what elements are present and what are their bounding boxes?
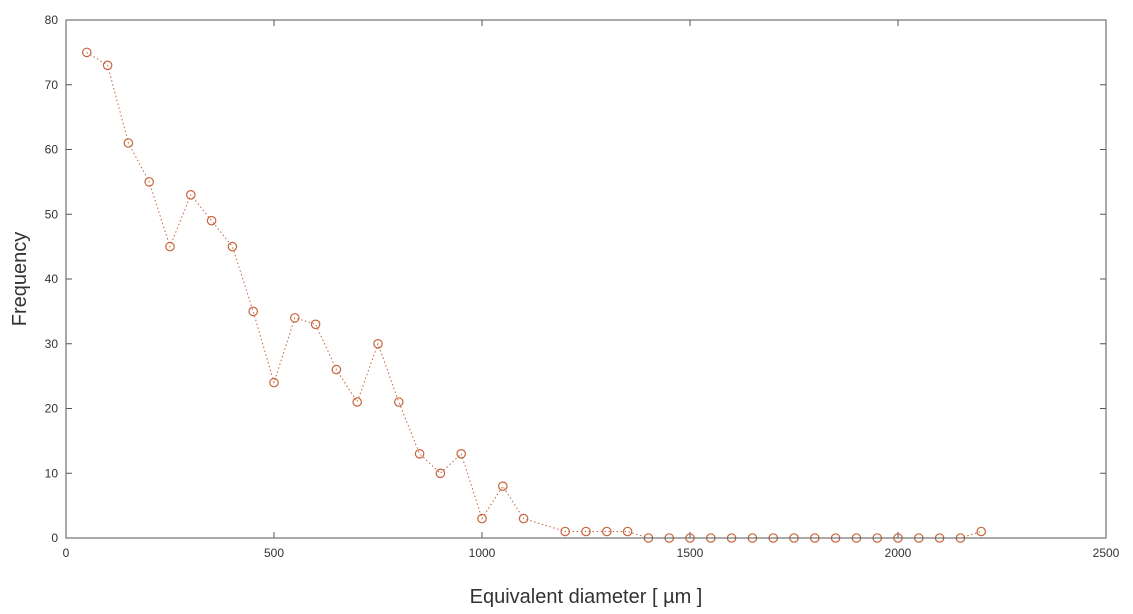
x-axis-title: Equivalent diameter [ µm ] (470, 586, 703, 608)
data-point (310, 319, 321, 330)
x-tick-label: 2500 (1093, 546, 1120, 560)
y-tick-label: 10 (45, 466, 59, 480)
ticks-layer: 0 500 1000 1500 2000 2500 0 10 20 30 40 50 60 70 80 (45, 13, 1120, 560)
data-point (560, 526, 570, 537)
data-point (186, 190, 196, 200)
data-point (269, 377, 279, 388)
plot-frame (65, 19, 1107, 539)
data-point (976, 526, 986, 537)
data-point (393, 397, 404, 407)
y-tick-label: 0 (51, 531, 58, 545)
data-point (518, 513, 529, 524)
y-tick-label: 60 (45, 143, 59, 157)
y-axis-title: Frequency (9, 232, 31, 327)
y-tick-label: 50 (45, 207, 59, 221)
data-point (123, 138, 134, 148)
data-point (227, 241, 238, 252)
data-point (622, 526, 633, 537)
x-tick-label: 1000 (469, 546, 496, 560)
data-point (601, 526, 612, 537)
data-point (456, 448, 466, 459)
x-tick-label: 500 (264, 546, 284, 560)
x-tick-label: 0 (63, 546, 70, 560)
data-point (331, 364, 342, 375)
data-point (206, 215, 217, 226)
y-tick-label: 70 (45, 78, 59, 92)
data-point (414, 448, 425, 459)
data-point (102, 60, 113, 71)
x-tick-label: 1500 (677, 546, 704, 560)
data-point (82, 47, 92, 58)
data-point (581, 526, 591, 537)
y-tick-label: 40 (45, 272, 59, 286)
data-point (497, 481, 508, 491)
data-point (289, 313, 300, 323)
data-point (165, 241, 175, 252)
data-point (477, 513, 487, 524)
data-point (144, 177, 154, 187)
data-point (435, 468, 446, 479)
data-point (248, 306, 258, 317)
points-layer (82, 47, 986, 543)
y-tick-label: 20 (45, 402, 59, 416)
data-point (352, 397, 362, 407)
data-point (373, 338, 383, 349)
series-line (86, 51, 982, 539)
y-tick-label: 80 (45, 13, 59, 27)
x-tick-label: 2000 (885, 546, 912, 560)
y-tick-label: 30 (45, 337, 59, 351)
